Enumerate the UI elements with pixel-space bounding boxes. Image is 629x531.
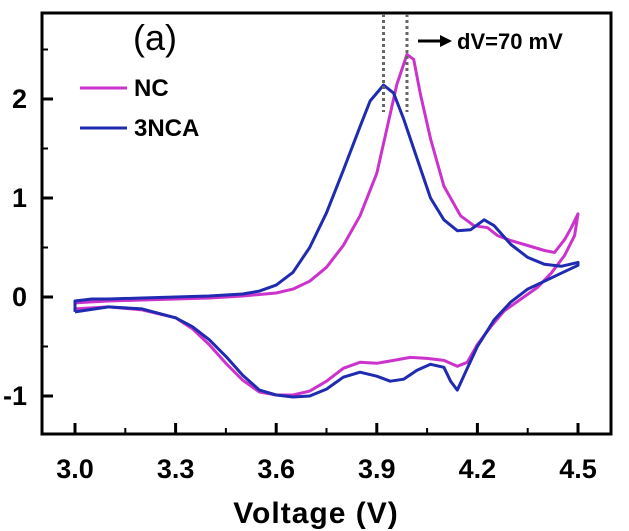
annotation-arrowhead [440,35,452,47]
x-tick-label: 3.9 [358,454,396,484]
x-axis-label: Voltage (V) [233,497,398,530]
y-tick-label: 0 [12,282,27,312]
y-tick-label: -1 [3,381,27,411]
plot-frame [40,11,613,436]
panel-label: (a) [133,17,177,58]
axes-layer: 3.0 3.3 3.6 3.9 4.2 4.5 -1 0 1 2 [3,48,597,484]
y-tick-label: 2 [12,84,27,114]
series-layer [73,52,580,399]
x-tick-label: 3.6 [257,454,295,484]
x-tick-label: 3.3 [157,454,195,484]
annotation-layer: dV=70 mV [382,14,563,112]
legend-label-3nca: 3NCA [134,115,199,142]
legend-label-nc: NC [134,75,169,102]
plot-area [40,11,613,436]
annotation-text: dV=70 mV [457,29,563,54]
series-line-nc [73,52,580,397]
x-tick-label: 4.5 [559,454,597,484]
x-tick-label: 4.2 [459,454,497,484]
y-tick-label: 1 [12,183,27,213]
x-tick-label: 3.0 [56,454,94,484]
series-line-3nca [73,83,580,399]
legend: NC 3NCA [80,75,199,142]
